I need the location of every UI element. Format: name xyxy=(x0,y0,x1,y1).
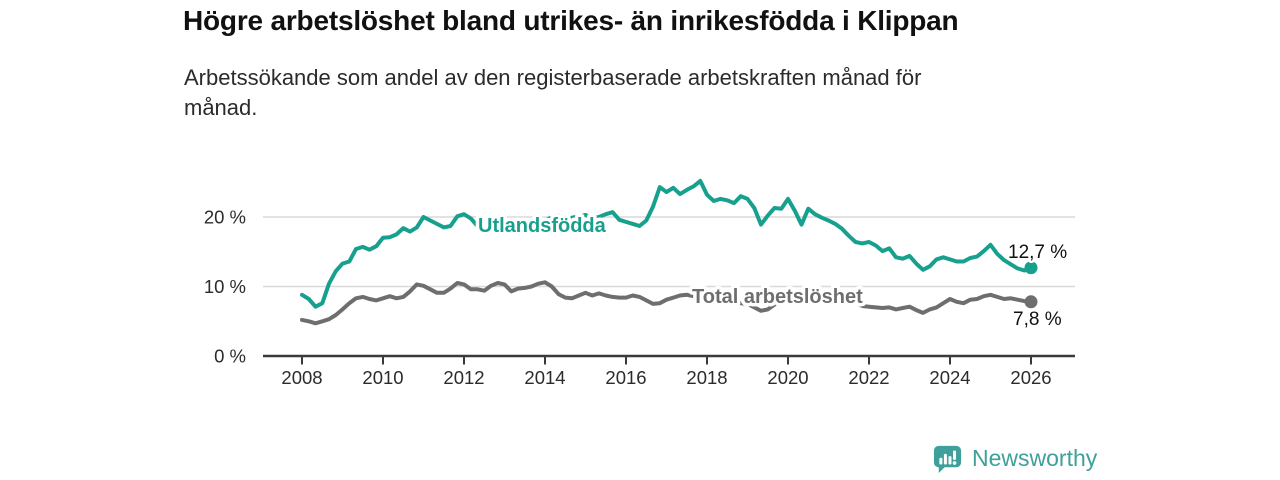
exclamation-bar xyxy=(953,450,957,460)
series-end-value-utlandsfodda: 12,7 % xyxy=(1008,242,1067,263)
series-lines xyxy=(300,178,1033,326)
x-tick-label: 2026 xyxy=(1010,367,1051,388)
newsworthy-logo: Newsworthy xyxy=(932,443,1097,474)
y-tick-label: 20 % xyxy=(204,207,246,228)
subtitle-line-1: Arbetssökande som andel av den registerb… xyxy=(184,65,922,90)
chart-title: Högre arbetslöshet bland utrikes- än inr… xyxy=(183,5,959,36)
exclamation-dot xyxy=(952,461,957,465)
x-tick-label: 2020 xyxy=(767,367,808,388)
x-tick-label: 2010 xyxy=(362,367,403,388)
series-line-total-arbetsloshet xyxy=(300,280,1033,326)
x-axis: 0 % 10 % 20 % 2008 2010 2012 2014 2016 2018 2020 2… xyxy=(204,207,1075,388)
series-line-utlandsfodda xyxy=(300,178,1033,309)
series-label-utlandsfodda: Utlandsfödda xyxy=(478,215,607,237)
x-tick-label: 2016 xyxy=(605,367,646,388)
x-tick-label: 2024 xyxy=(929,367,970,388)
chart-subtitle: Arbetssökande som andel av den registerb… xyxy=(184,63,921,123)
series-end-value-total-arbetsloshet: 7,8 % xyxy=(1013,309,1062,330)
newsworthy-wordmark: Newsworthy xyxy=(972,445,1098,471)
x-tick-label: 2014 xyxy=(524,367,565,388)
newsworthy-bubble-chart-icon xyxy=(933,445,962,474)
series-end-dot-total-arbetsloshet xyxy=(1024,295,1038,309)
gridlines xyxy=(263,216,1075,288)
chart-labels: Utlandsfödda 12,7 % Total arbetslöshet 7,8 … xyxy=(475,212,1070,333)
series-end-dot-utlandsfodda xyxy=(1024,261,1038,275)
bar-3 xyxy=(948,456,952,465)
bar-1 xyxy=(939,457,943,465)
x-tick-label: 2018 xyxy=(686,367,727,388)
x-tick-label: 2012 xyxy=(443,367,484,388)
series-label-total-arbetsloshet: Total arbetslöshet xyxy=(692,286,863,308)
x-tick-label: 2022 xyxy=(848,367,889,388)
subtitle-line-2: månad. xyxy=(184,95,258,120)
x-tick-label: 2008 xyxy=(281,367,322,388)
y-tick-label: 10 % xyxy=(204,276,246,297)
y-tick-label: 0 % xyxy=(214,346,246,367)
bar-2 xyxy=(943,453,947,465)
